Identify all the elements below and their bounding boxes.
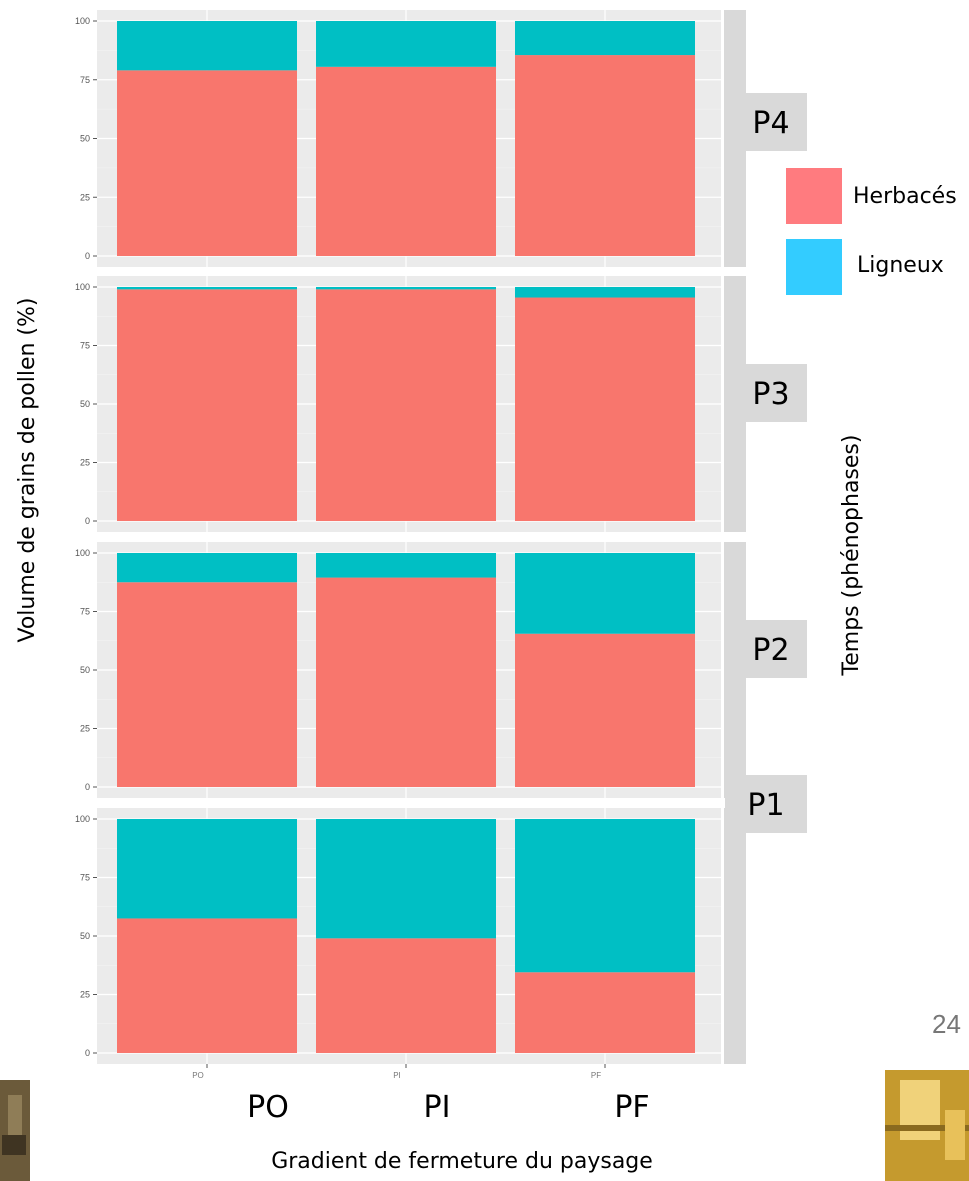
y-tick-label: 100: [75, 814, 90, 824]
bar-herbaces-pi: [316, 66, 496, 256]
bar-herbaces-pf: [515, 55, 695, 257]
y-tick-label: 75: [80, 75, 90, 85]
facet-p2: 0 25 50 75 100: [75, 542, 721, 798]
y-tick-label: 100: [75, 16, 90, 26]
x-category-label-pf: PF: [614, 1090, 649, 1125]
bar-herbaces-po: [117, 70, 297, 256]
strip-label-text: P3: [752, 377, 789, 412]
bar-herbaces-po: [117, 582, 297, 787]
y-tick-label: 25: [80, 458, 90, 468]
photo-thumbnail-right: [885, 1070, 969, 1181]
y-tick-label: 50: [80, 931, 90, 941]
legend-swatch: [786, 168, 842, 224]
x-axis-categories: PO PO PI PI PF PF: [192, 1064, 650, 1125]
bar-ligneux-pi: [316, 287, 496, 290]
bar-ligneux-po: [117, 553, 297, 583]
strip-label-text: P2: [752, 633, 789, 668]
facet-p1: 0 25 50 75 100: [75, 808, 721, 1064]
photo-thumbnail-left: [0, 1080, 30, 1181]
x-tick-label-small: PF: [591, 1071, 601, 1080]
facet-strip-column: [724, 808, 746, 1064]
bar-herbaces-pi: [316, 289, 496, 521]
y-tick-label: 50: [80, 399, 90, 409]
strip-label-text: P4: [752, 106, 789, 141]
x-tick-label-small: PI: [393, 1071, 401, 1080]
bar-herbaces-pf: [515, 972, 695, 1053]
y-tick-label: 50: [80, 665, 90, 675]
bar-ligneux-pi: [316, 553, 496, 578]
facet-p4: 0 25 50 75 100: [75, 10, 721, 267]
strip-label-p3: P3: [735, 364, 807, 422]
bar-ligneux-pf: [515, 819, 695, 973]
bar-ligneux-po: [117, 287, 297, 290]
strip-label-box: [735, 93, 807, 151]
y-tick-label: 0: [85, 251, 90, 261]
strip-label-box: [725, 775, 807, 833]
legend-item-ligneux: Ligneux: [786, 239, 944, 295]
bar-ligneux-pf: [515, 21, 695, 56]
y-tick-label: 25: [80, 990, 90, 1000]
page-number: 24: [932, 1009, 961, 1039]
facet-strips: P4 P3 P2 P1: [724, 10, 807, 1064]
bar-herbaces-po: [117, 918, 297, 1053]
x-category-label-pi: PI: [424, 1090, 451, 1125]
x-tick-label-small: PO: [192, 1071, 204, 1080]
y-tick-label: 25: [80, 724, 90, 734]
facet-p3: 0 25 50 75 100: [75, 276, 721, 532]
y-tick-label: 75: [80, 873, 90, 883]
x-category-label-po: PO: [247, 1090, 289, 1125]
y-tick-label: 0: [85, 782, 90, 792]
legend-item-herbaces: Herbacés: [786, 168, 957, 224]
bar-ligneux-pi: [316, 21, 496, 67]
legend-swatch: [786, 239, 842, 295]
bar-herbaces-po: [117, 289, 297, 521]
strip-label-p2: P2: [735, 620, 807, 678]
bar-ligneux-pf: [515, 287, 695, 298]
bar-herbaces-pi: [316, 577, 496, 787]
legend: Herbacés Ligneux: [786, 168, 957, 295]
bar-ligneux-po: [117, 819, 297, 919]
bar-herbaces-pf: [515, 297, 695, 521]
legend-label: Ligneux: [857, 253, 944, 278]
y-tick-label: 0: [85, 1048, 90, 1058]
y-tick-label: 100: [75, 548, 90, 558]
bar-herbaces-pf: [515, 633, 695, 787]
y-tick-label: 50: [80, 134, 90, 144]
strip-label-box: [735, 364, 807, 422]
y-tick-label: 100: [75, 282, 90, 292]
bar-ligneux-pi: [316, 819, 496, 939]
facet-panels: 0 25 50 75 100 0 25 50 75 100 0 25 50 75 100 0 25 50 75 100: [75, 10, 721, 1064]
strip-label-box: [735, 620, 807, 678]
y-tick-label: 0: [85, 516, 90, 526]
bar-herbaces-pi: [316, 938, 496, 1053]
y-tick-label: 25: [80, 192, 90, 202]
strip-label-text: P1: [747, 788, 784, 823]
legend-label: Herbacés: [853, 184, 957, 209]
strip-label-p1: P1: [725, 775, 807, 833]
bar-ligneux-po: [117, 21, 297, 71]
facet-axis-title: Temps (phénophases): [839, 435, 864, 677]
x-axis-title: Gradient de fermeture du paysage: [271, 1149, 653, 1174]
y-tick-label: 75: [80, 341, 90, 351]
bar-ligneux-pf: [515, 553, 695, 634]
y-axis-title: Volume de grains de pollen (%): [15, 298, 40, 643]
strip-label-p4: P4: [735, 93, 807, 151]
y-tick-label: 75: [80, 607, 90, 617]
